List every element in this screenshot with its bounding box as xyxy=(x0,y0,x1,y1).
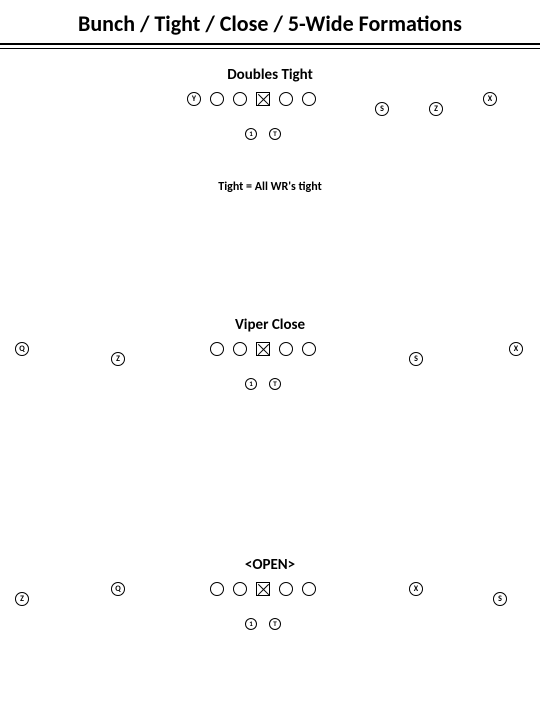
lineman xyxy=(302,92,316,106)
lineman xyxy=(279,92,293,106)
lineman xyxy=(233,342,247,356)
page-title: Bunch / Tight / Close / 5-Wide Formation… xyxy=(0,0,540,45)
lineman xyxy=(210,92,224,106)
formation-field: Z Q X S 1T xyxy=(0,582,540,642)
player-x: X xyxy=(509,342,523,356)
lineman xyxy=(279,582,293,596)
formation-note: Tight = All WR's tight xyxy=(0,180,540,194)
back-t: T xyxy=(269,128,281,140)
back-1: 1 xyxy=(245,128,257,140)
lineman xyxy=(210,582,224,596)
formation-viper-close: Viper Close Q Z S X 1T xyxy=(0,316,540,402)
formation-title: Doubles Tight xyxy=(0,66,540,84)
lineman xyxy=(279,342,293,356)
player-z: Z xyxy=(429,102,443,116)
player-x: X xyxy=(409,582,423,596)
player-x: X xyxy=(483,92,497,106)
player-z: Z xyxy=(111,352,125,366)
player-s: S xyxy=(409,352,423,366)
player-q: Q xyxy=(15,342,29,356)
title-underline xyxy=(0,47,540,49)
formation-title: Viper Close xyxy=(0,316,540,334)
back-t: T xyxy=(269,378,281,390)
player-s: S xyxy=(375,102,389,116)
formation-field: Q Z S X 1T xyxy=(0,342,540,402)
lineman xyxy=(302,342,316,356)
back-1: 1 xyxy=(245,618,257,630)
player-s: S xyxy=(493,592,507,606)
player-y: Y xyxy=(187,92,201,106)
formation-open: <OPEN> Z Q X S 1T xyxy=(0,556,540,642)
player-z: Z xyxy=(15,592,29,606)
back-t: T xyxy=(269,618,281,630)
center-marker xyxy=(256,582,270,596)
formation-doubles-tight: Doubles Tight Y S Z X 1T Tight = All WR's tigh… xyxy=(0,66,540,194)
back-1: 1 xyxy=(245,378,257,390)
center-marker xyxy=(256,342,270,356)
lineman xyxy=(302,582,316,596)
lineman xyxy=(233,582,247,596)
lineman xyxy=(233,92,247,106)
player-q: Q xyxy=(111,582,125,596)
formation-field: Y S Z X 1T xyxy=(0,92,540,152)
center-marker xyxy=(256,92,270,106)
formation-title: <OPEN> xyxy=(0,556,540,574)
lineman xyxy=(210,342,224,356)
